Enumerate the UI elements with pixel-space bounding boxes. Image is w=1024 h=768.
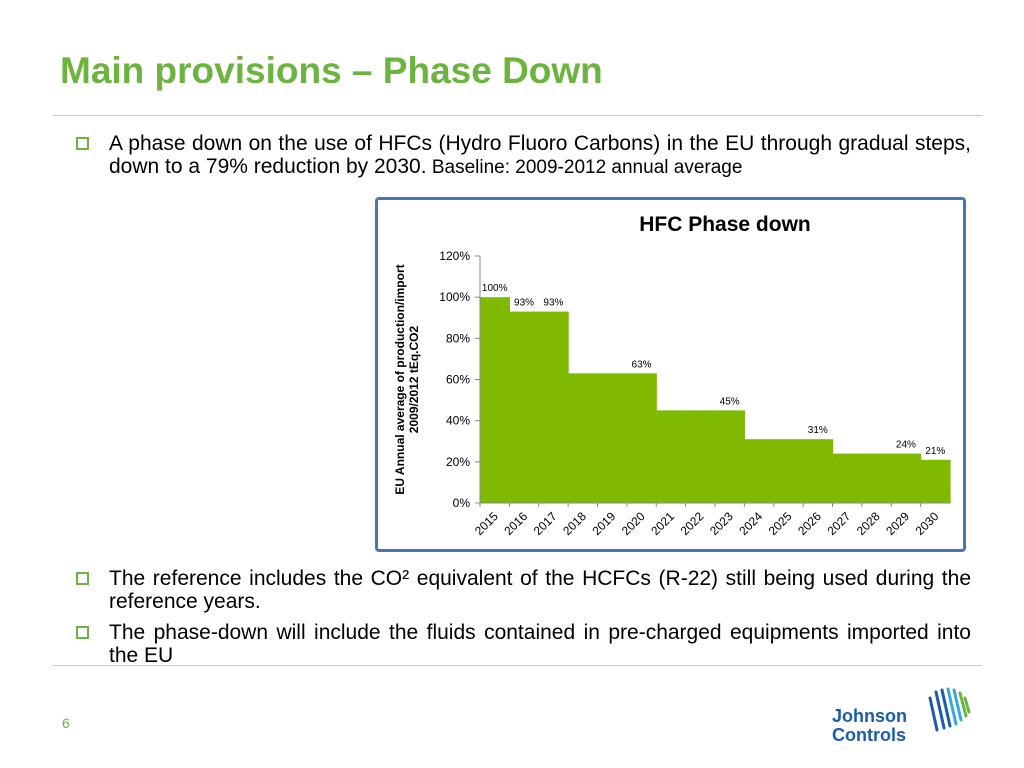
bar-2024 [744,439,775,503]
checkbox-bullet-icon [76,137,89,150]
johnson-controls-logo-icon [928,687,971,732]
y-tick-label: 120% [439,249,470,263]
data-label-2020: 63% [632,359,652,370]
hfc-phase-down-chart: HFC Phase down EU Annual average of produ… [393,213,951,538]
data-label-2016: 93% [514,298,534,309]
x-tick-label-2019: 2019 [590,509,619,538]
bar-2022 [685,410,716,503]
slide-title: Main provisions – Phase Down [60,50,603,91]
data-label-2026: 31% [808,425,828,436]
data-label-2030: 21% [925,446,945,457]
logo-line-1: Johnson [832,706,907,726]
bullet-2-text: The reference includes the CO² equivalen… [109,567,971,613]
x-tick-label-2022: 2022 [678,509,707,538]
bar-2025 [773,439,804,503]
data-label-2015: 100% [482,283,508,294]
bottom-divider [52,665,982,666]
checkbox-bullet-icon [76,626,89,639]
data-label-2029: 24% [896,440,916,451]
bar-2026 [803,439,834,503]
bullet-1: A phase down on the use of HFCs (Hydro F… [76,132,971,179]
bullet-3: The phase-down will include the fluids c… [76,621,971,667]
x-tick-label-2018: 2018 [560,509,589,538]
johnson-controls-logo: Johnson Controls [832,684,972,745]
bullet-1-main: A phase down on the use of HFCs (Hydro F… [109,132,971,178]
x-tick-label-2023: 2023 [707,509,736,538]
y-axis-label-line-2: 2009/2012 tEq.CO2 [407,325,421,433]
bullet-2: The reference includes the CO² equivalen… [76,567,971,613]
bar-2017 [538,311,569,503]
bullet-1-text: A phase down on the use of HFCs (Hydro F… [109,132,971,179]
bar-2023 [715,410,745,503]
y-tick-label: 100% [439,290,470,304]
bar-2030 [920,459,951,503]
y-axis-label-line-1: EU Annual average of production/import [393,264,407,494]
y-tick-label: 40% [446,414,470,428]
data-label-2023: 45% [720,396,740,407]
bar-2021 [656,410,687,503]
logo-line-2: Controls [832,725,906,745]
bar-2016 [509,311,540,503]
page-number: 6 [62,715,70,731]
x-tick-label-2015: 2015 [472,509,501,538]
bar-2015 [480,297,510,503]
y-tick-label: 20% [446,455,470,469]
x-tick-label-2024: 2024 [736,509,765,538]
bullet-3-text: The phase-down will include the fluids c… [109,621,971,667]
x-tick-label-2030: 2030 [913,509,942,538]
y-tick-label: 60% [446,373,470,387]
x-tick-label-2025: 2025 [766,509,795,538]
bullet-1-baseline: Baseline: 2009-2012 annual average [426,157,743,178]
top-divider [52,115,982,116]
bar-2020 [626,373,657,503]
bar-2029 [891,453,922,503]
x-tick-label-2029: 2029 [883,509,912,538]
x-tick-label-2020: 2020 [619,509,648,538]
x-tick-label-2017: 2017 [531,509,560,538]
chart-title: HFC Phase down [639,213,811,236]
y-tick-label: 80% [446,331,470,345]
x-tick-label-2021: 2021 [648,509,677,538]
bar-2028 [861,453,892,503]
data-label-2017: 93% [543,298,563,309]
x-tick-label-2028: 2028 [854,509,883,538]
chart-frame: HFC Phase down EU Annual average of produ… [375,197,966,552]
x-tick-label-2026: 2026 [795,509,824,538]
checkbox-bullet-icon [76,572,89,585]
bar-2027 [832,453,863,503]
bar-2018 [568,373,599,503]
x-tick-label-2027: 2027 [825,509,854,538]
y-tick-label: 0% [453,496,471,510]
x-tick-label-2016: 2016 [501,509,530,538]
bar-2019 [597,373,628,503]
